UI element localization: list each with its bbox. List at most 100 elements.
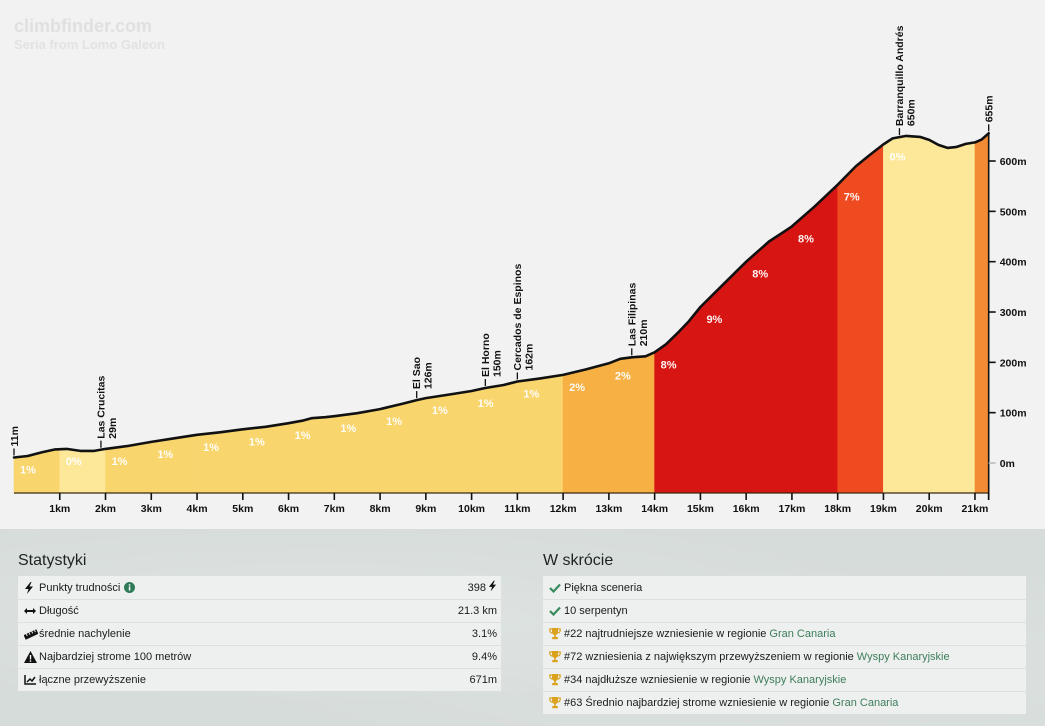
x-tick-label: 8km	[370, 503, 391, 515]
waypoint-marker: Las Crucitas 29m	[95, 376, 119, 448]
summary-text: #63 Średnio najbardziej strome wzniesien…	[564, 697, 830, 709]
x-axis: 1km 2km 3km 4km 5km 6km 7km 8km 9km 10km 11km 12km 1…	[14, 492, 990, 515]
gradient-label: 9%	[706, 314, 722, 326]
stats-value: 9.4%	[471, 651, 497, 663]
gradient-label: 2%	[615, 370, 631, 382]
y-tick-label: 300m	[1000, 307, 1027, 319]
trophy-icon	[549, 674, 564, 686]
waypoint-elevation: 150m	[491, 350, 503, 377]
gradient-label: 1%	[157, 449, 173, 461]
waypoint-marker: El Sao 126m	[411, 357, 435, 399]
waypoint-elevation: 126m	[423, 362, 435, 389]
x-tick-label: 20km	[916, 503, 943, 515]
waypoint-name: Las Filipinas	[626, 283, 638, 347]
summary-row: 10 serpentyn	[543, 599, 1026, 622]
x-tick-label: 10km	[458, 503, 485, 515]
x-tick-label: 15km	[687, 503, 714, 515]
trophy-icon	[549, 651, 564, 663]
info-icon[interactable]	[124, 582, 136, 593]
gradient-label: 8%	[661, 359, 677, 371]
info-panels: Statystyki Punkty trudności 398	[0, 529, 1045, 726]
gradient-label: 1%	[203, 442, 219, 454]
gradient-segment	[288, 415, 335, 494]
x-tick-label: 13km	[595, 503, 622, 515]
stats-value: 21.3 km	[457, 605, 497, 617]
x-tick-label: 12km	[550, 503, 577, 515]
summary-text: #34 najdłuższe wzniesienie w regionie	[564, 674, 751, 686]
gradient-segments	[13, 132, 990, 494]
region-link-gran-canaria[interactable]: Gran Canaria	[832, 697, 899, 709]
summary-row: #34 najdłuższe wzniesienie w regionie Wy…	[543, 668, 1026, 691]
x-tick-label: 19km	[870, 503, 897, 515]
gradient-segment	[242, 422, 289, 494]
region-link-wyspy-kanaryjskie[interactable]: Wyspy Kanaryjskie	[753, 674, 847, 686]
x-tick-label: 1km	[49, 503, 70, 515]
gradient-label: 8%	[752, 269, 768, 281]
gradient-label: 1%	[432, 405, 448, 417]
stats-panel: Statystyki Punkty trudności 398	[18, 551, 501, 691]
waypoint-name: Cercados de Espinos	[512, 264, 524, 371]
gradient-segment	[333, 408, 381, 494]
y-tick-label: 500m	[1000, 206, 1027, 218]
region-link-wyspy-kanaryjskie[interactable]: Wyspy Kanaryjskie	[856, 651, 950, 663]
waypoint-elevation: 11m	[9, 426, 21, 446]
gradient-label: 2%	[569, 382, 585, 394]
gradient-label: 1%	[20, 464, 36, 476]
check-icon	[549, 583, 564, 593]
summary-title: W skrócie	[543, 552, 614, 569]
summary-row: #72 wzniesienia z największym przewyższe…	[543, 645, 1026, 668]
waypoints: 11m Las Crucitas 29m El Sao 126m El Horno 150m…	[9, 25, 996, 456]
summary-row: #63 Średnio najbardziej strome wzniesien…	[543, 691, 1026, 714]
stats-label: łączne przewyższenie	[39, 674, 146, 686]
trophy-icon	[549, 628, 564, 640]
summary-text: #72 wzniesienia z największym przewyższe…	[564, 651, 854, 663]
y-axis: 0m 100m 200m 300m 400m 500m 600m	[987, 133, 1027, 500]
gradient-segment	[379, 397, 427, 494]
gradient-segment	[745, 225, 793, 494]
y-tick-label: 600m	[1000, 156, 1027, 168]
gradient-segment	[700, 260, 747, 494]
stats-label: średnie nachylenie	[39, 628, 131, 640]
check-icon	[549, 606, 564, 616]
gradient-label: 1%	[295, 430, 311, 442]
stats-label: Punkty trudności	[39, 581, 121, 594]
waypoint-marker: Barranquillo Andrés 650m	[894, 25, 918, 136]
climb-title-watermark: Seria from Lomo Galeon	[14, 37, 165, 52]
stats-value: 398	[468, 580, 497, 595]
waypoint-name: El Horno	[480, 333, 492, 377]
gradient-label: 0%	[66, 456, 82, 468]
waypoint-elevation: 650m	[906, 99, 918, 126]
summary-text: Piękna sceneria	[564, 581, 643, 594]
gradient-label: 1%	[523, 388, 539, 400]
bolt-icon	[488, 580, 497, 595]
gradient-label: 1%	[386, 416, 402, 428]
stats-row-difficulty: Punkty trudności 398	[18, 576, 501, 599]
waypoint-elevation: 655m	[984, 95, 996, 122]
y-tick-label: 400m	[1000, 257, 1027, 269]
chart-line-icon	[24, 675, 39, 685]
gradient-segment	[883, 135, 976, 494]
x-tick-label: 2km	[95, 503, 116, 515]
y-tick-label: 200m	[1000, 357, 1027, 369]
region-link-gran-canaria[interactable]: Gran Canaria	[769, 628, 836, 640]
elevation-chart-area: climbfinder.com Seria from Lomo Galeon 1…	[9, 16, 1027, 515]
stats-row-total-elevation-gain: łączne przewyższenie 671m	[18, 668, 501, 691]
x-tick-label: 11km	[504, 503, 530, 515]
y-tick-label: 100m	[1000, 408, 1027, 420]
trophy-icon	[549, 697, 564, 709]
stats-value: 671m	[469, 674, 497, 686]
waypoint-marker: 655m	[984, 95, 996, 132]
x-tick-label: 18km	[824, 503, 851, 515]
gradient-segment	[196, 428, 244, 494]
x-tick-label: 3km	[141, 503, 162, 515]
x-tick-label: 17km	[778, 503, 805, 515]
gradient-segment	[974, 132, 990, 494]
x-tick-label: 16km	[733, 503, 760, 515]
x-tick-label: 5km	[232, 503, 253, 515]
gradient-labels: 1% 0% 1% 1% 1% 1% 1% 1% 1% 1% 1% 1% 2% 2% 8% 9% 8% 8% 7% 0%	[20, 151, 906, 476]
stats-table: Punkty trudności 398 Długość 21.3 km	[18, 576, 501, 691]
x-tick-label: 9km	[415, 503, 436, 515]
waypoint-elevation: 162m	[523, 344, 535, 371]
gradient-label: 0%	[889, 151, 905, 163]
warning-icon	[24, 651, 39, 663]
